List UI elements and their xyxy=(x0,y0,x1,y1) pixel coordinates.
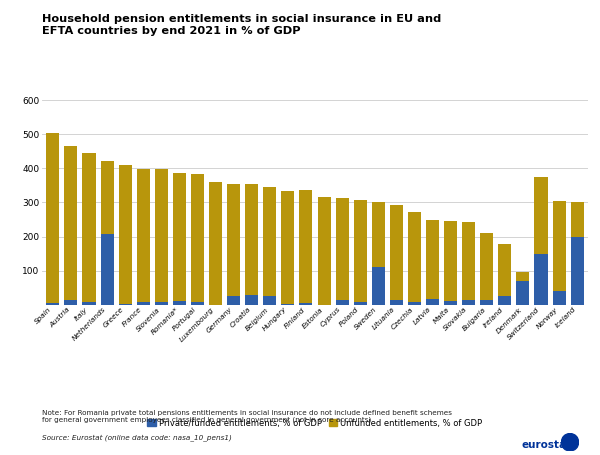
Bar xyxy=(263,296,277,305)
Bar xyxy=(462,222,475,300)
Bar xyxy=(535,177,548,254)
Bar xyxy=(155,169,168,302)
Bar xyxy=(281,304,295,305)
Bar xyxy=(390,205,403,300)
Bar xyxy=(390,300,403,305)
Bar xyxy=(263,187,277,296)
Bar xyxy=(209,182,222,305)
Bar xyxy=(46,303,59,305)
Bar xyxy=(101,234,113,305)
Bar xyxy=(353,200,367,302)
Bar xyxy=(119,304,131,305)
Bar xyxy=(245,184,258,295)
Bar xyxy=(82,153,95,302)
Bar xyxy=(372,268,385,305)
Bar xyxy=(64,146,77,300)
Bar xyxy=(408,302,421,305)
Circle shape xyxy=(562,434,578,451)
Text: Note: For Romania private total pensions entitlements in social insurance do not: Note: For Romania private total pensions… xyxy=(42,410,452,423)
Bar xyxy=(227,184,240,296)
Bar xyxy=(101,161,113,234)
Bar xyxy=(517,281,529,305)
Bar xyxy=(64,300,77,305)
Bar xyxy=(335,300,349,305)
Bar xyxy=(372,202,385,268)
Bar xyxy=(173,301,186,305)
Bar xyxy=(46,132,59,303)
Bar xyxy=(499,244,511,296)
Bar xyxy=(462,300,475,305)
Bar xyxy=(245,295,258,305)
Bar xyxy=(426,298,439,305)
Bar xyxy=(137,169,150,302)
Bar xyxy=(227,296,240,305)
Text: Source: Eurostat (online data code: nasa_10_pens1): Source: Eurostat (online data code: nasa… xyxy=(42,435,232,441)
Bar xyxy=(499,296,511,305)
Bar xyxy=(480,300,493,305)
Bar xyxy=(155,302,168,305)
Text: Household pension entitlements in social insurance in EU and
EFTA countries by e: Household pension entitlements in social… xyxy=(42,14,441,36)
Bar xyxy=(173,173,186,301)
Legend: Private/funded entitlements, % of GDP, Unfunded entitlements, % of GDP: Private/funded entitlements, % of GDP, U… xyxy=(144,415,486,431)
Bar xyxy=(137,302,150,305)
Bar xyxy=(281,191,295,304)
Bar xyxy=(299,190,313,303)
Bar xyxy=(299,303,313,305)
Bar xyxy=(444,301,457,305)
Bar xyxy=(191,174,204,303)
Bar xyxy=(191,303,204,305)
Bar xyxy=(335,198,349,300)
Bar xyxy=(353,302,367,305)
Bar xyxy=(571,202,584,237)
Bar xyxy=(119,165,131,304)
Bar xyxy=(480,233,493,300)
Bar xyxy=(317,197,331,305)
Bar xyxy=(444,221,457,301)
Bar xyxy=(426,220,439,298)
Bar xyxy=(408,212,421,302)
Bar xyxy=(517,273,529,281)
Bar xyxy=(571,237,584,305)
Bar xyxy=(82,302,95,305)
Bar xyxy=(553,291,566,305)
Bar xyxy=(553,201,566,291)
Text: eurostat: eurostat xyxy=(522,440,572,450)
Bar xyxy=(535,254,548,305)
